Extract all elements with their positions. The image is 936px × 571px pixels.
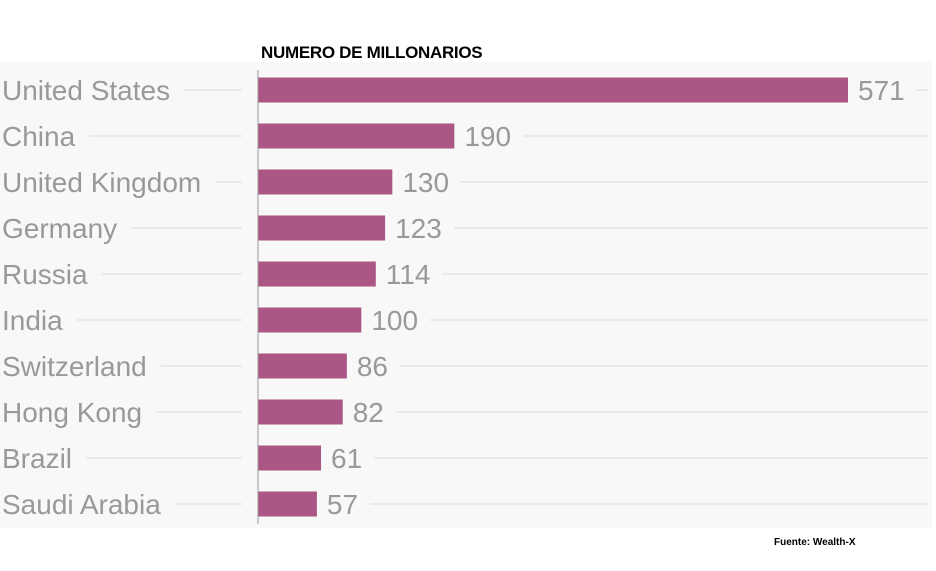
category-label: China: [2, 121, 76, 152]
bar: [258, 77, 848, 103]
category-label: Hong Kong: [2, 397, 142, 428]
value-label: 571: [858, 75, 905, 106]
chart-panel: [0, 62, 932, 528]
bar: [258, 169, 393, 195]
category-label: Switzerland: [2, 351, 147, 382]
bar: [258, 353, 347, 379]
bar: [258, 215, 386, 241]
value-label: 61: [331, 443, 362, 474]
value-label: 82: [353, 397, 384, 428]
category-label: Russia: [2, 259, 88, 290]
category-label: Saudi Arabia: [2, 489, 161, 520]
category-label: Brazil: [2, 443, 72, 474]
bar: [258, 491, 317, 517]
bar: [258, 123, 455, 149]
value-label: 114: [386, 259, 431, 290]
value-label: 57: [327, 489, 358, 520]
bar: [258, 399, 343, 425]
category-label: United Kingdom: [2, 167, 201, 198]
bar: [258, 261, 376, 287]
value-label: 190: [464, 121, 511, 152]
chart-title: NUMERO DE MILLONARIOS: [261, 43, 483, 62]
value-label: 100: [371, 305, 418, 336]
value-label: 86: [357, 351, 388, 382]
bar: [258, 445, 322, 471]
value-label: 130: [402, 167, 449, 198]
category-label: United States: [2, 75, 170, 106]
category-label: Germany: [2, 213, 117, 244]
value-label: 123: [395, 213, 442, 244]
category-label: India: [2, 305, 63, 336]
bar: [258, 307, 362, 333]
source-note: Fuente: Wealth-X: [774, 537, 856, 548]
